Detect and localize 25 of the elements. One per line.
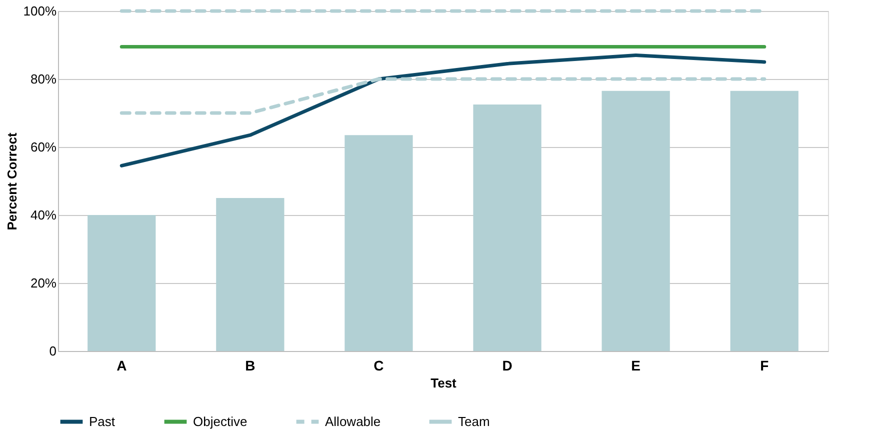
x-tick-label: D — [502, 358, 512, 374]
x-tick-label: F — [760, 358, 770, 374]
y-axis-title: Percent Correct — [4, 132, 20, 230]
line-series — [120, 53, 766, 168]
legend-label: Team — [458, 414, 490, 429]
x-tick-label: C — [374, 358, 384, 374]
bar — [344, 135, 413, 351]
y-tick-label: 100% — [23, 4, 57, 18]
y-tick-label: 80% — [30, 72, 57, 86]
x-tick-label: B — [245, 358, 256, 374]
bar — [88, 215, 156, 351]
bar — [473, 104, 542, 351]
bar — [602, 90, 670, 351]
legend-label: Objective — [193, 414, 248, 429]
x-tick-label: E — [631, 358, 640, 374]
legend-label: Allowable — [325, 414, 381, 429]
y-tick-label: 40% — [30, 208, 57, 222]
bar — [216, 198, 284, 351]
x-axis-title: Test — [430, 376, 458, 390]
bar — [730, 90, 798, 351]
y-tick-label: 60% — [30, 140, 57, 154]
x-tick-label: A — [116, 358, 127, 374]
y-tick-label: 20% — [30, 276, 57, 290]
legend-label: Past — [89, 414, 116, 429]
y-tick-label: 0 — [49, 344, 56, 358]
